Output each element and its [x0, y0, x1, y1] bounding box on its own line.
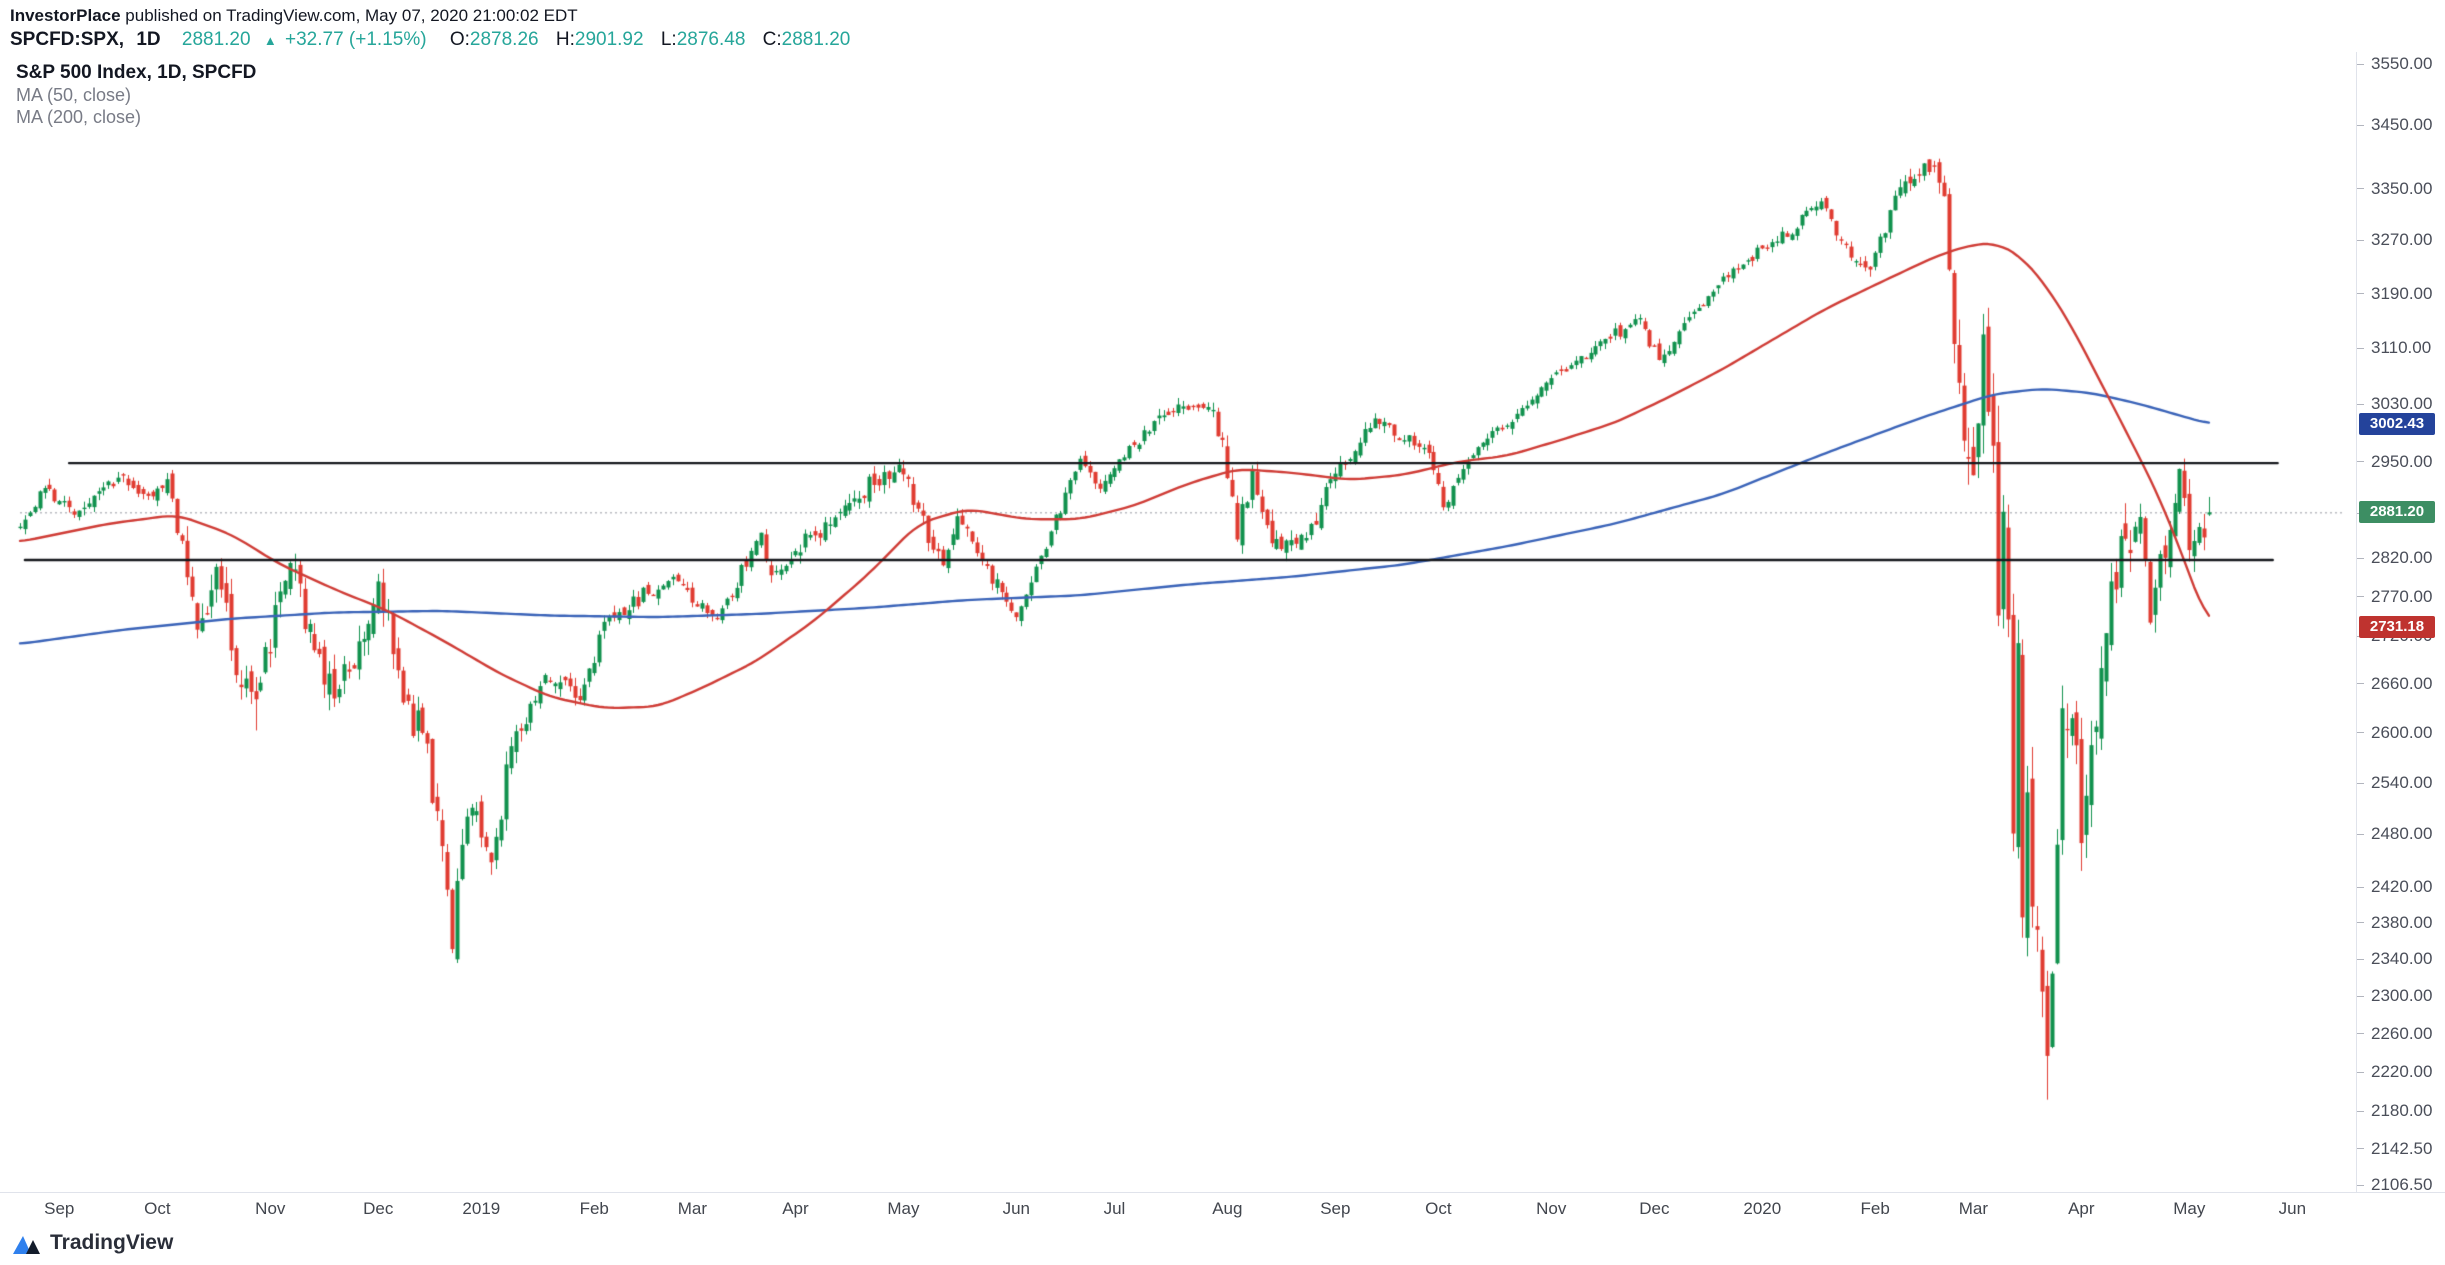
price-tick-label: 2180.00 [2357, 1101, 2432, 1121]
price-tick-label: 2340.00 [2357, 949, 2432, 969]
price-tick-label: 2220.00 [2357, 1062, 2432, 1082]
time-tick-label: May [2173, 1199, 2206, 1218]
up-arrow-icon: ▲ [263, 33, 277, 48]
time-tick-label: Nov [255, 1199, 286, 1218]
publish-text: published on TradingView.com, May 07, 20… [125, 6, 578, 25]
price-tick-label: 3350.00 [2357, 179, 2432, 199]
time-tick-label: Sep [44, 1199, 75, 1218]
interval-label: 1D [136, 29, 161, 50]
price-tick-label: 2600.00 [2357, 723, 2432, 743]
time-tick-label: Apr [782, 1199, 809, 1218]
ma50-value-badge: 2731.18 [2359, 616, 2435, 639]
time-tick-label: 2019 [462, 1199, 501, 1218]
time-tick-label: Oct [1425, 1199, 1452, 1218]
close-value: 2881.20 [781, 29, 851, 50]
price-tick-label: 2106.50 [2357, 1175, 2432, 1195]
low-label: L: [660, 29, 677, 50]
price-tick-label: 3450.00 [2357, 115, 2432, 135]
time-tick-label: Mar [1958, 1199, 1988, 1218]
time-tick-label: Jul [1103, 1199, 1126, 1218]
price-tick-label: 2660.00 [2357, 674, 2432, 694]
last-price-badge: 2881.20 [2359, 501, 2435, 524]
time-tick-label: Nov [1536, 1199, 1567, 1218]
time-tick-label: Dec [363, 1199, 394, 1218]
chart-header: InvestorPlace published on TradingView.c… [10, 5, 862, 53]
low-value: 2876.48 [676, 29, 746, 50]
price-tick-label: 2480.00 [2357, 824, 2432, 844]
price-tick-label: 2950.00 [2357, 452, 2432, 472]
time-axis[interactable]: Sep Oct Nov Dec 2019 Feb Mar Apr May Jun Jul Aug Sep… [0, 1192, 2445, 1226]
price-tick-label: 2540.00 [2357, 773, 2432, 793]
legend-ma50[interactable]: MA (50, close) [16, 85, 132, 105]
publish-info: InvestorPlace published on TradingView.c… [10, 5, 862, 26]
price-tick-label: 2820.00 [2357, 548, 2432, 568]
tradingview-logo-icon [12, 1231, 42, 1255]
high-label: H: [555, 29, 575, 50]
price-tick-label: 2142.50 [2357, 1139, 2432, 1159]
time-tick-label: Aug [1212, 1199, 1243, 1218]
time-tick-label: 2020 [1743, 1199, 1782, 1218]
publisher-name: InvestorPlace [10, 6, 121, 25]
symbol-status-row: SPCFD:SPX, 1D 2881.20 ▲ +32.77 (+1.15%) … [10, 27, 862, 53]
price-axis[interactable]: 3550.00 3450.00 3350.00 3270.00 3190.00 3110.… [2356, 52, 2445, 1195]
time-tick-label: Apr [2068, 1199, 2095, 1218]
price-chart-canvas[interactable] [0, 52, 2356, 1192]
price-tick-label: 2260.00 [2357, 1024, 2432, 1044]
price-tick-label: 3270.00 [2357, 230, 2432, 250]
close-label: C: [762, 29, 782, 50]
time-tick-label: Sep [1320, 1199, 1351, 1218]
legend-ma200[interactable]: MA (200, close) [16, 107, 142, 127]
price-tick-label: 2770.00 [2357, 587, 2432, 607]
time-tick-label: May [887, 1199, 920, 1218]
time-tick-label: Jun [2278, 1199, 2307, 1218]
price-tick-label: 2380.00 [2357, 913, 2432, 933]
open-label: O: [449, 29, 470, 50]
time-tick-label: Feb [579, 1199, 609, 1218]
time-tick-label: Dec [1639, 1199, 1670, 1218]
last-price: 2881.20 [181, 29, 251, 50]
tradingview-wordmark: TradingView [50, 1231, 174, 1254]
tradingview-attribution[interactable]: TradingView [12, 1228, 173, 1258]
price-tick-label: 3190.00 [2357, 284, 2432, 304]
time-tick-label: Jun [1002, 1199, 1031, 1218]
time-tick-label: Feb [1860, 1199, 1890, 1218]
open-value: 2878.26 [469, 29, 539, 50]
high-value: 2901.92 [574, 29, 644, 50]
chart-legend: S&P 500 Index, 1D, SPCFD MA (50, close) … [16, 62, 256, 128]
legend-symbol-title[interactable]: S&P 500 Index, 1D, SPCFD [16, 62, 257, 83]
price-tick-label: 3550.00 [2357, 54, 2432, 74]
price-tick-label: 2300.00 [2357, 986, 2432, 1006]
price-change: +32.77 (+1.15%) [285, 29, 427, 50]
price-tick-label: 3030.00 [2357, 394, 2432, 414]
price-tick-label: 2420.00 [2357, 877, 2432, 897]
ma200-value-badge: 3002.43 [2359, 412, 2435, 435]
symbol-name: SPCFD:SPX, [10, 29, 125, 50]
price-tick-label: 3110.00 [2357, 338, 2431, 358]
time-tick-label: Mar [677, 1199, 708, 1218]
time-tick-label: Oct [144, 1199, 171, 1218]
